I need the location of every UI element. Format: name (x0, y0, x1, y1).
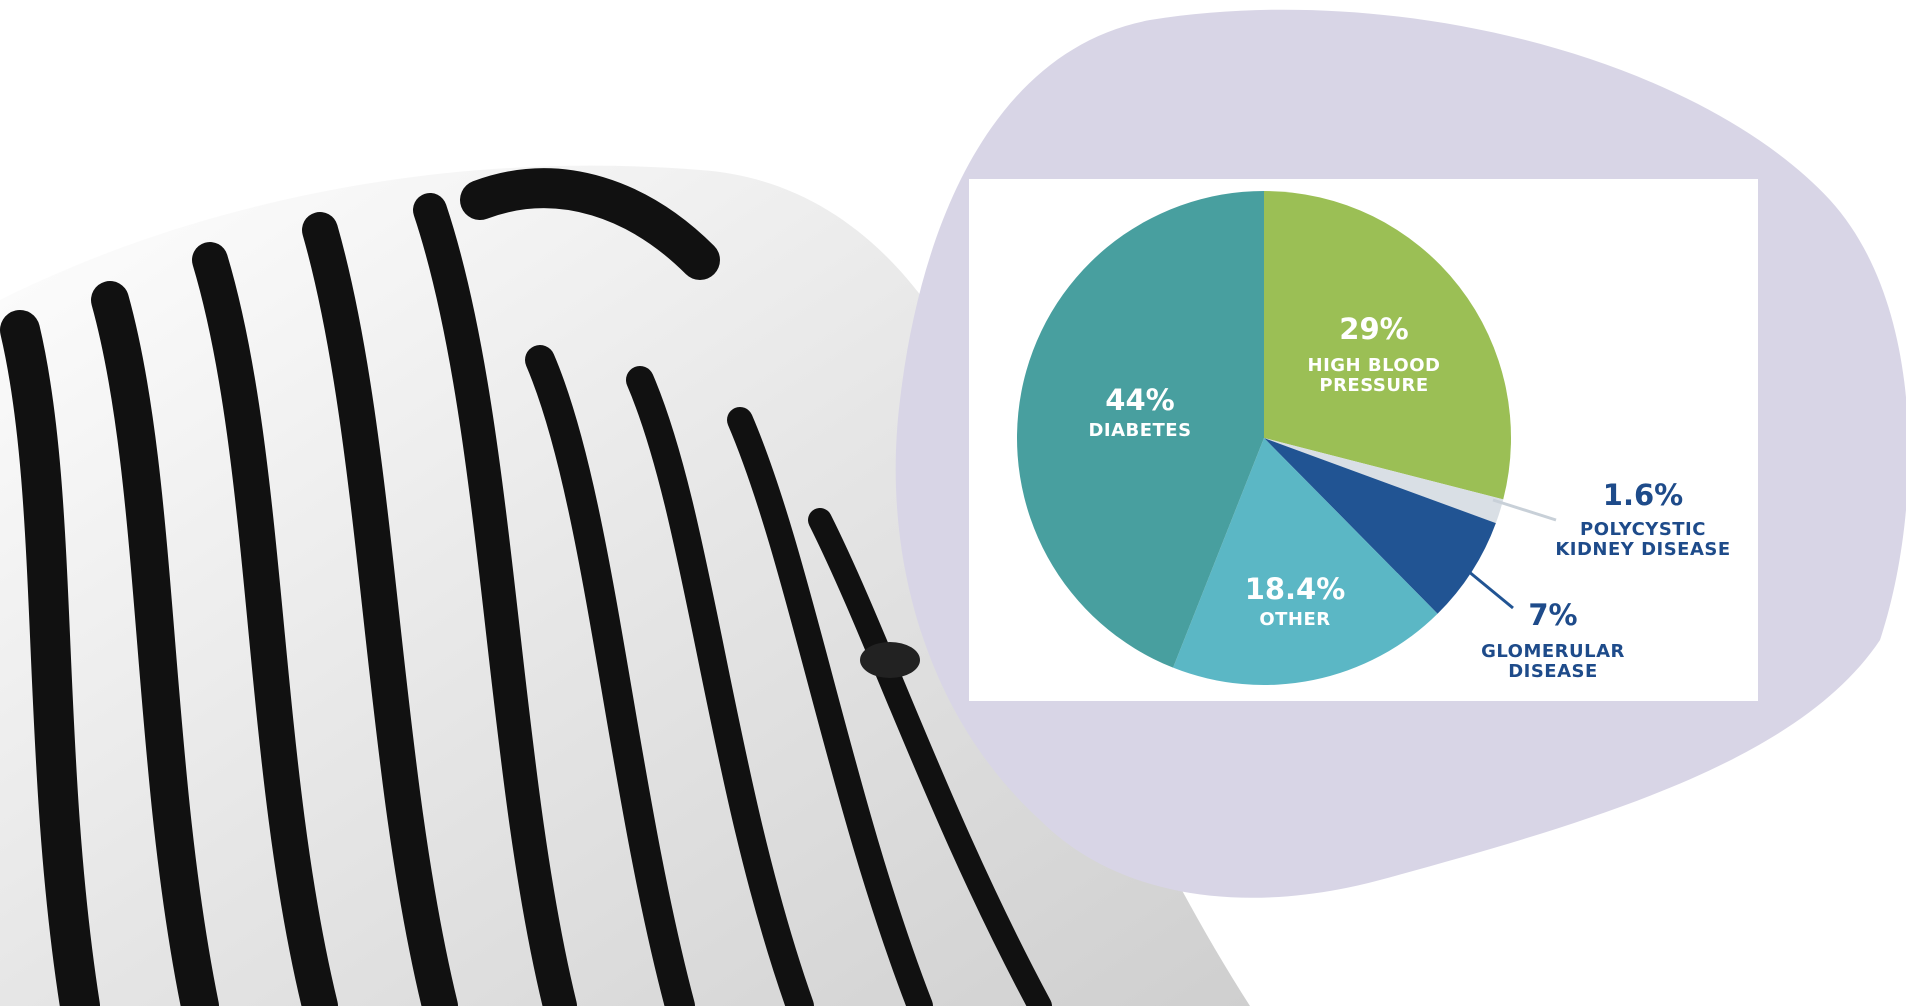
leaders (1467, 498, 1557, 610)
pie-slice (1264, 438, 1504, 524)
pie (1017, 191, 1511, 686)
value-label: 44% (1105, 383, 1175, 417)
pie-slice (1264, 191, 1511, 500)
value-label: 1.6% (1602, 478, 1684, 512)
category-label: OTHER (1259, 609, 1331, 630)
value-label: 18.4% (1244, 572, 1346, 606)
pie-slice (1264, 438, 1496, 614)
leader-line (1467, 569, 1514, 610)
pie-slice (1017, 191, 1264, 668)
value-label: 29% (1339, 312, 1409, 346)
category-label: POLYCYSTIC KIDNEY DISEASE (1555, 519, 1731, 560)
pie-slice (1173, 438, 1438, 686)
category-label: DIABETES (1088, 420, 1192, 441)
leader-line (1492, 498, 1557, 522)
category-label: HIGH BLOOD PRESSURE (1307, 355, 1441, 396)
value-label: 7% (1528, 598, 1578, 632)
category-label: GLOMERULAR DISEASE (1481, 641, 1625, 682)
